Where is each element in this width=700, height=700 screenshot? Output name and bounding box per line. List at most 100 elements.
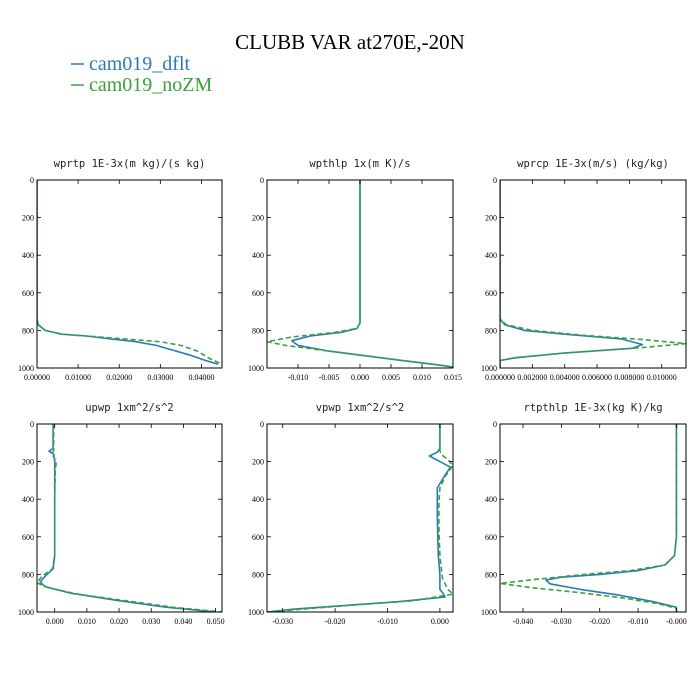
y-tick-label: 200 (22, 214, 34, 223)
y-tick-label: 800 (22, 326, 34, 335)
x-tick-label: 0.040 (174, 617, 192, 626)
y-tick-label: 200 (252, 458, 264, 467)
series-line-dflt (545, 424, 678, 612)
series-group (37, 180, 222, 365)
x-tick-label: -0.020 (325, 617, 346, 626)
y-tick-label: 200 (22, 458, 34, 467)
series-group (37, 424, 222, 612)
series-group (500, 180, 686, 368)
x-tick-label: 0.03000 (147, 373, 173, 382)
y-tick-label: 0 (260, 420, 264, 429)
x-tick-label: 0.00000 (24, 373, 50, 382)
x-tick-label: -0.005 (319, 373, 340, 382)
x-tick-label: 0.010000 (647, 373, 677, 382)
y-tick-label: 600 (252, 289, 264, 298)
x-tick-label: 0.004000 (550, 373, 580, 382)
series-line-dflt (37, 180, 219, 365)
x-tick-label: -0.030 (272, 617, 293, 626)
y-tick-label: 800 (485, 326, 497, 335)
y-tick-label: 1000 (18, 364, 34, 373)
x-tick-label: 0.000 (351, 373, 369, 382)
y-tick-label: 1000 (248, 364, 264, 373)
chart-panels: wprtp 1E-3x(m kg)/(s kg) 0 200 400 600 800 100… (18, 158, 687, 626)
x-tick-label: 0.015 (444, 373, 462, 382)
y-tick-label: 0 (260, 176, 264, 185)
x-tick-label: -0.040 (513, 617, 534, 626)
series-line-nozm (267, 424, 453, 612)
chart-panel-2: wpthlp 1x(m K)/s 0 200 400 600 800 1000 -0.010 -… (248, 158, 462, 382)
series-line-dflt (267, 424, 452, 612)
chart-panel-1: wprtp 1E-3x(m kg)/(s kg) 0 200 400 600 800 100… (18, 158, 223, 382)
x-tick-label: 0.002000 (517, 373, 547, 382)
y-tick-label: 400 (22, 251, 34, 260)
y-tick-label: 400 (252, 495, 264, 504)
x-tick-label: 0.006000 (582, 373, 612, 382)
series-line-nozm (500, 180, 686, 368)
series-group (267, 180, 453, 368)
panel-title: vpwp 1xm^2/s^2 (316, 402, 405, 414)
chart-panel-6: rtpthlp 1E-3x(kg K)/kg 0 200 400 600 800 1000 -… (481, 402, 687, 626)
y-tick-label: 0 (30, 420, 34, 429)
series-line-dflt (290, 180, 453, 368)
y-tick-label: 600 (22, 533, 34, 542)
x-tick-label: 0.005 (382, 373, 400, 382)
y-tick-label: 0 (493, 176, 497, 185)
chart-panel-3: wprcp 1E-3x(m/s) (kg/kg) 0 200 400 600 800 100… (481, 158, 687, 382)
plot-frame (36, 179, 223, 369)
series-line-nozm (37, 180, 222, 365)
y-tick-label: 600 (252, 533, 264, 542)
y-tick-label: 800 (252, 570, 264, 579)
x-tick-label: -0.010 (288, 373, 309, 382)
series-line-dflt (39, 424, 216, 612)
plot-frame (499, 179, 687, 369)
y-tick-label: 200 (252, 214, 264, 223)
y-tick-label: 400 (252, 251, 264, 260)
legend: cam019_dflt cam019_noZM (71, 53, 213, 96)
x-tick-label: -0.000 (666, 617, 687, 626)
x-tick-label: 0.000 (431, 617, 449, 626)
y-tick-label: 1000 (481, 364, 497, 373)
chart-panel-5: vpwp 1xm^2/s^2 0 200 400 600 800 1000 -0.030 -0.… (248, 402, 454, 626)
y-tick-label: 800 (485, 570, 497, 579)
x-tick-label: -0.010 (628, 617, 649, 626)
series-group (500, 424, 678, 612)
x-tick-label: 0.01000 (65, 373, 91, 382)
panel-title: wprcp 1E-3x(m/s) (kg/kg) (517, 158, 669, 170)
y-tick-label: 600 (485, 533, 497, 542)
y-tick-label: 400 (22, 495, 34, 504)
panel-title: upwp 1xm^2/s^2 (85, 402, 174, 414)
x-tick-label: 0.050 (207, 617, 225, 626)
x-tick-label: -0.010 (377, 617, 398, 626)
series-line-dflt (500, 180, 644, 368)
x-tick-label: 0.000 (46, 617, 64, 626)
y-tick-label: 400 (485, 251, 497, 260)
y-tick-label: 0 (493, 420, 497, 429)
series-line-nozm (500, 424, 678, 612)
x-tick-label: 0.010 (413, 373, 431, 382)
panel-title: wpthlp 1x(m K)/s (309, 158, 410, 170)
figure-title: CLUBB VAR at270E,-20N (235, 30, 465, 54)
x-tick-label: 0.030 (142, 617, 160, 626)
y-tick-label: 800 (252, 326, 264, 335)
x-tick-label: 0.04000 (188, 373, 214, 382)
y-tick-label: 600 (485, 289, 497, 298)
y-tick-label: 400 (485, 495, 497, 504)
series-line-nozm (267, 180, 453, 368)
legend-label-nozm: cam019_noZM (89, 74, 213, 96)
plot-frame (36, 423, 223, 613)
y-tick-label: 200 (485, 458, 497, 467)
series-line-nozm (37, 424, 222, 612)
x-tick-label: -0.030 (551, 617, 572, 626)
y-tick-label: 600 (22, 289, 34, 298)
y-tick-label: 200 (485, 214, 497, 223)
y-tick-label: 0 (30, 176, 34, 185)
x-tick-label: 0.008000 (614, 373, 644, 382)
y-tick-label: 800 (22, 570, 34, 579)
x-tick-label: 0.02000 (106, 373, 132, 382)
plot-frame (266, 423, 454, 613)
panel-title: wprtp 1E-3x(m kg)/(s kg) (54, 158, 206, 170)
plot-frame (499, 423, 687, 613)
x-tick-label: -0.020 (589, 617, 610, 626)
legend-label-dflt: cam019_dflt (89, 53, 191, 75)
